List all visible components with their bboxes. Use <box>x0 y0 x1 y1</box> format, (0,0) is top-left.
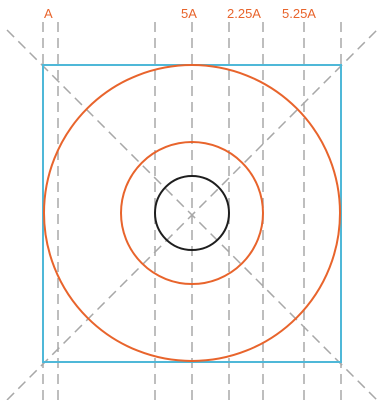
diagonal-guides <box>6 29 378 400</box>
label-a: A <box>44 6 53 21</box>
vertical-guides <box>42 22 342 400</box>
inner-circle <box>154 175 230 251</box>
label-5a: 5A <box>181 6 197 21</box>
dimension-labels: A 5A 2.25A 5.25A <box>44 6 316 21</box>
label-5-25a: 5.25A <box>282 6 316 21</box>
label-2-25a: 2.25A <box>227 6 261 21</box>
middle-circle <box>120 141 264 285</box>
diagonal-guide-ascending <box>6 29 378 400</box>
outer-circle <box>43 64 341 362</box>
